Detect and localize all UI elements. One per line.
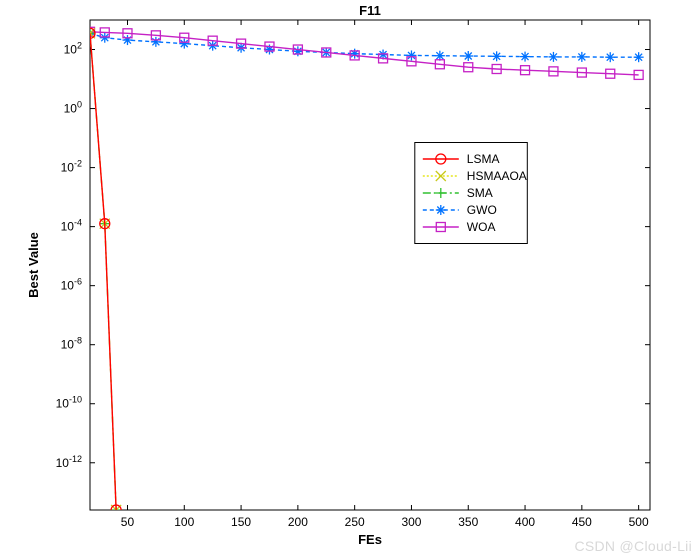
svg-text:300: 300: [401, 515, 421, 529]
svg-text:10-12: 10-12: [56, 454, 82, 470]
x-label: FEs: [358, 532, 382, 547]
svg-text:50: 50: [121, 515, 135, 529]
watermark: CSDN @Cloud-Lii: [574, 538, 692, 554]
chart-svg: 50 100 150 200 250 300 350 400 450 500 10-12 10-10 1…: [0, 0, 700, 560]
chart-title: F11: [359, 3, 381, 18]
svg-text:100: 100: [64, 100, 82, 116]
svg-text:500: 500: [629, 515, 649, 529]
svg-text:150: 150: [231, 515, 251, 529]
svg-text:200: 200: [288, 515, 308, 529]
legend-label: HSMAAOA: [467, 169, 527, 183]
svg-text:10-2: 10-2: [61, 159, 82, 175]
svg-text:250: 250: [345, 515, 365, 529]
y-label: Best Value: [26, 232, 41, 298]
figure-frame: 50 100 150 200 250 300 350 400 450 500 10-12 10-10 1…: [0, 0, 700, 560]
svg-text:100: 100: [174, 515, 194, 529]
svg-text:350: 350: [458, 515, 478, 529]
legend: LSMA HSMAAOA SMA GWO WOA: [415, 143, 528, 244]
legend-label: WOA: [467, 220, 496, 234]
svg-text:10-6: 10-6: [61, 277, 82, 293]
svg-text:102: 102: [64, 41, 82, 57]
svg-text:10-10: 10-10: [56, 395, 82, 411]
svg-text:10-8: 10-8: [61, 336, 82, 352]
svg-text:400: 400: [515, 515, 535, 529]
legend-label: LSMA: [467, 152, 500, 166]
legend-label: GWO: [467, 203, 497, 217]
legend-label: SMA: [467, 186, 493, 200]
svg-text:450: 450: [572, 515, 592, 529]
svg-text:10-4: 10-4: [61, 218, 82, 234]
